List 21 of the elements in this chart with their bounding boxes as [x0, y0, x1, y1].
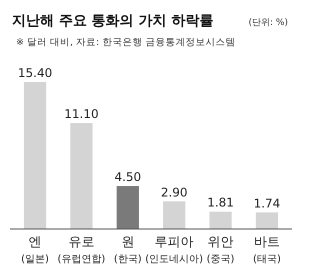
x-tick-label: 유로 (유럽연합) — [58, 235, 106, 265]
bar — [209, 212, 232, 229]
text: ※ 달러 대비, 자료: 한국은행 금융통계정보시스템 — [16, 37, 236, 48]
data-label: 4.50 — [114, 170, 142, 184]
x-tick-label: 루피아 (인도네시아) — [145, 235, 204, 265]
x-tick-label: 바트 (태국) — [253, 235, 281, 265]
data-label: 1.81 — [207, 196, 234, 210]
bar — [24, 82, 46, 229]
data-label: 1.74 — [254, 196, 280, 210]
data-label: 2.90 — [160, 185, 188, 200]
bar — [163, 201, 186, 229]
data-label: 11.10 — [64, 107, 99, 122]
text: (단위: %) — [248, 18, 288, 28]
bar — [256, 212, 278, 229]
chart-title: 지난해 주요 통화의 가치 하락률 — [12, 13, 214, 29]
data-label: 15.40 — [18, 66, 52, 80]
bar — [116, 186, 139, 229]
x-tick-label: 위안 (중국) — [206, 235, 235, 265]
x-tick-label: 원 (한국) — [114, 235, 142, 265]
x-tick-label: 엔 (일본) — [21, 235, 50, 265]
bar — [70, 123, 93, 229]
